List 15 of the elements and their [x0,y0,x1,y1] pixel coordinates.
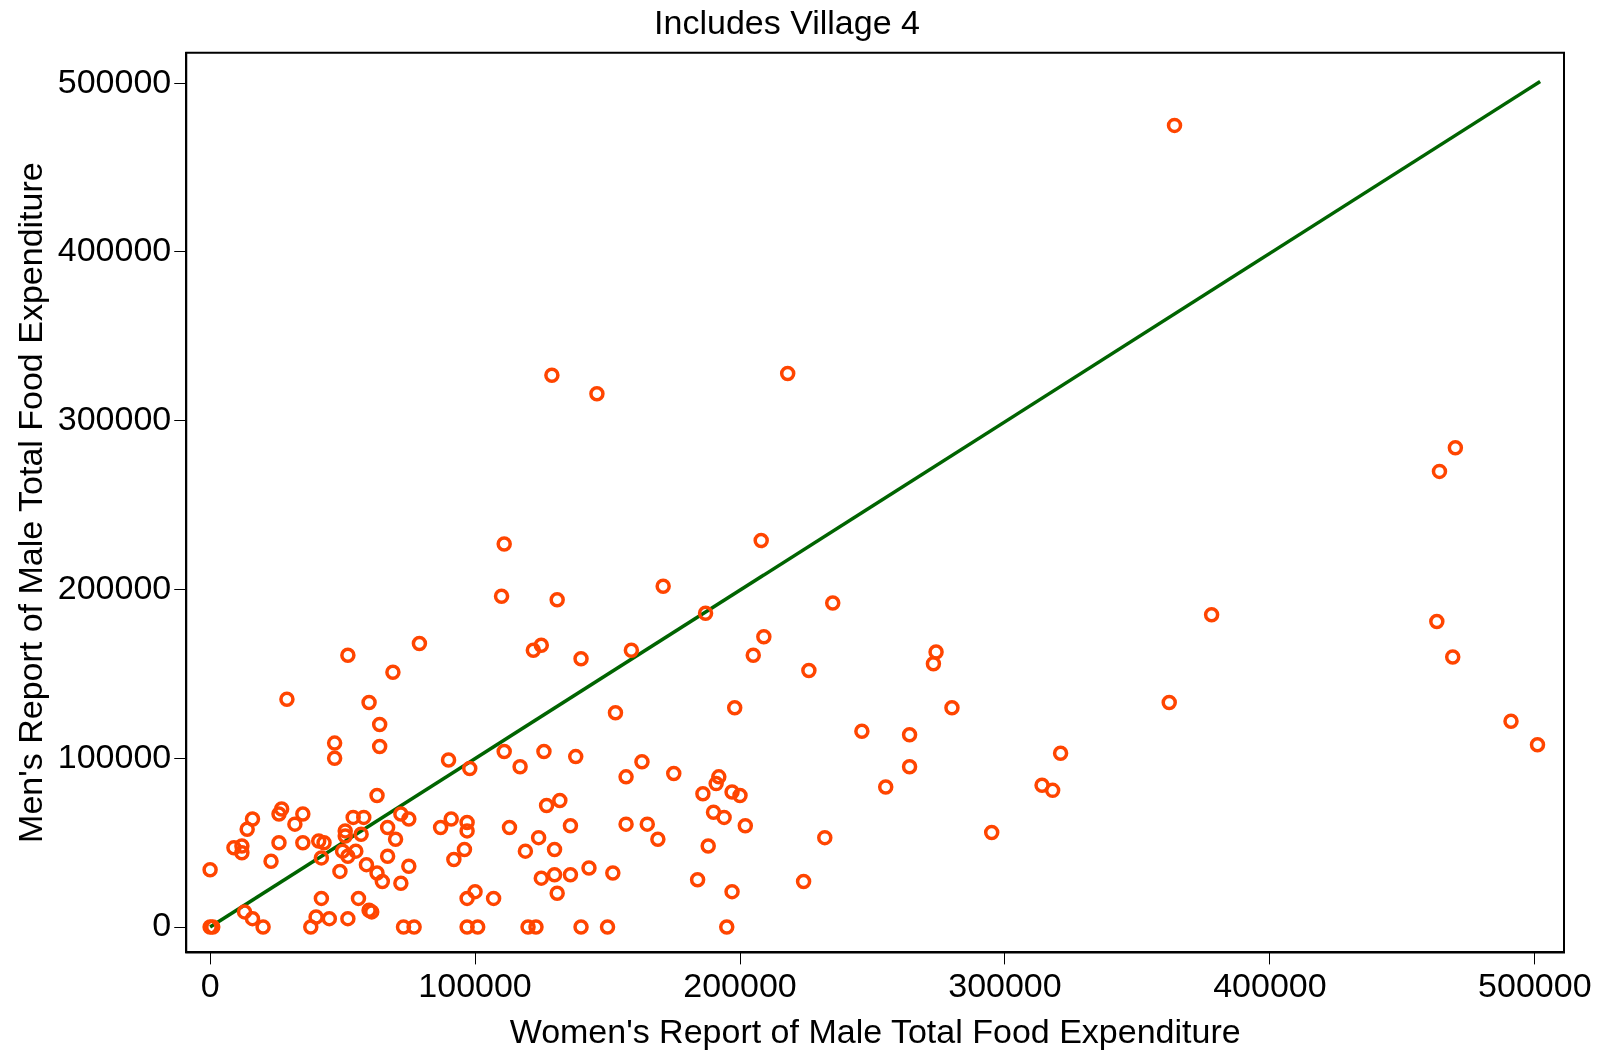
x-tick-label: 200000 [683,966,797,1005]
y-tick-label: 300000 [57,399,172,438]
x-tick-label: 100000 [418,966,532,1005]
x-tick-label: 0 [200,966,220,1005]
y-tick-label: 100000 [57,736,172,775]
y-tick-label: 200000 [57,567,172,606]
y-tick-label: 0 [152,905,172,944]
y-tick-label: 500000 [57,61,172,100]
y-tick-label: 400000 [57,230,172,269]
y-axis-title: Men's Report of Male Total Food Expenditure [10,162,49,843]
x-tick-label: 300000 [948,966,1062,1005]
x-tick-label: 400000 [1213,966,1327,1005]
chart-title: Includes Village 4 [654,2,920,41]
x-tick-label: 500000 [1478,966,1592,1005]
x-axis-title: Women's Report of Male Total Food Expenditure [509,1011,1241,1050]
